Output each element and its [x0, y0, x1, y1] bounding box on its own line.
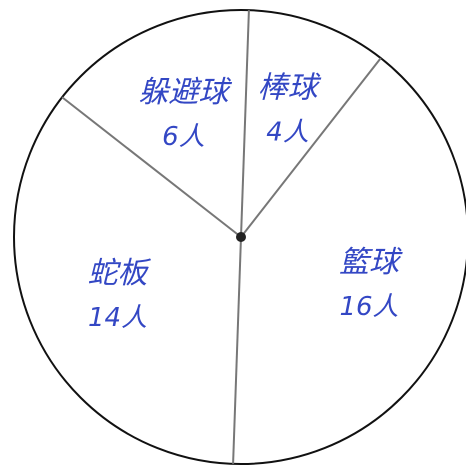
value-label: 4人: [266, 118, 309, 148]
slice-divider: [240, 10, 250, 238]
slice-label: 蛇板: [88, 256, 152, 291]
slice-divider: [240, 57, 382, 238]
slice-divider: [61, 96, 242, 238]
slice: [241, 10, 381, 238]
value-label: 6人: [162, 122, 205, 152]
slice: [233, 58, 466, 464]
slice-label: 籃球: [339, 245, 403, 280]
value-label: 14人: [88, 303, 147, 333]
slice-label: 躲避球: [138, 75, 232, 110]
value-label: 16人: [339, 292, 398, 322]
slice: [62, 9, 249, 238]
pie-outline: [13, 9, 466, 465]
slice: [13, 97, 241, 464]
slice-divider: [232, 236, 242, 464]
center-dot: [236, 232, 246, 242]
slice-label: 棒球: [258, 71, 322, 106]
